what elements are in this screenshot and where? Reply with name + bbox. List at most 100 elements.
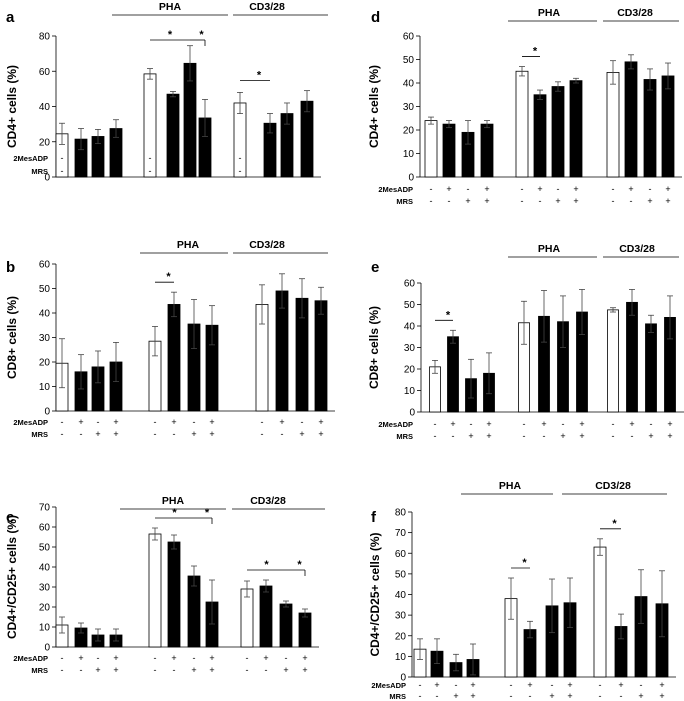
y-tick-label: 70 [39,503,51,514]
sign-mrs: + [648,431,653,441]
sign-2mesadp: + [202,153,207,163]
y-tick-label: 50 [403,55,415,66]
bar-cd3-28-2 [643,79,657,178]
panel-label-b: b [6,259,15,276]
sign-2mesadp: - [286,153,289,163]
y-tick-label: 60 [403,32,415,43]
y-tick-label: 0 [44,643,50,654]
sign-2mesadp: + [171,653,176,663]
sign-2mesadp: - [61,153,64,163]
bar-cd3-28-1 [259,585,273,648]
bar-cd3-28-1 [626,301,638,413]
sign-2mesadp: + [279,417,284,427]
sign-mrs: + [567,691,572,701]
sign-mrs: + [113,166,118,176]
sign-mrs: + [560,431,565,441]
sign-2mesadp: - [193,417,196,427]
sign-mrs: + [453,691,458,701]
sign-mrs: + [659,691,664,701]
y-axis-title: CD8+ cells (%) [367,306,381,389]
sign-mrs: + [647,196,652,206]
panel-d: d CD4+ cells (%) 0 10 20 30 40 50 60 2MesADP MRS - -… [367,7,682,206]
sign-mrs: - [261,429,264,439]
sign-mrs: + [304,166,309,176]
sign-2mesadp: + [628,184,633,194]
bar-pha-1 [166,93,180,178]
sign-mrs: - [173,429,176,439]
sign-2mesadp: - [61,653,64,663]
sign-mrs: + [299,429,304,439]
y-tick-label: 30 [403,102,415,113]
sign-2mesadp: - [193,653,196,663]
row-label-mrs: MRS [389,692,406,701]
y-tick-label: 30 [39,583,51,594]
y-tick-label: 40 [39,563,51,574]
bar-cd3-28-0 [607,309,619,413]
sign-mrs: + [187,166,192,176]
sign-2mesadp: - [640,680,643,690]
significance-star: * [205,507,210,519]
y-tick-label: 80 [395,508,407,519]
significance-star: * [264,559,269,571]
sign-2mesadp: + [573,184,578,194]
sign-2mesadp: - [149,153,152,163]
y-tick-label: 0 [44,407,50,418]
y-tick-label: 60 [39,67,51,78]
sign-mrs: - [80,429,83,439]
significance-star: * [168,29,173,41]
y-axis-title: CD4+/CD25+ cells (%) [368,532,382,656]
sign-2mesadp: + [527,680,532,690]
bar-cd3-28-3 [298,612,312,648]
sign-mrs: + [638,691,643,701]
sign-mrs: - [239,166,242,176]
sign-2mesadp: + [78,417,83,427]
sign-mrs: - [246,665,249,675]
sign-2mesadp: + [667,419,672,429]
sign-2mesadp: - [301,417,304,427]
sign-mrs: - [630,196,633,206]
sign-mrs: - [269,166,272,176]
sign-2mesadp: - [562,419,565,429]
y-tick-label: 0 [408,173,414,184]
sign-mrs: - [529,691,532,701]
sign-2mesadp: - [61,417,64,427]
panel-label-d: d [371,9,380,26]
row-label-mrs: MRS [31,430,48,439]
sign-2mesadp: + [450,419,455,429]
sign-2mesadp: + [434,680,439,690]
row-label-2mesadp: 2MesADP [13,654,48,663]
bar-control-0 [424,120,438,178]
y-tick-label: 70 [395,528,407,539]
significance-star: * [297,559,302,571]
sign-2mesadp: - [551,680,554,690]
bar-control-1 [447,336,459,413]
panel-f: f CD4+/CD25+ cells (%) 0 10 20 30 40 50 60 70 80 2M… [368,480,676,701]
sign-2mesadp: + [486,419,491,429]
y-axis-title: CD4+ cells (%) [367,65,381,148]
y-tick-label: 40 [39,102,51,113]
bar-pha-2 [187,575,201,648]
y-tick-label: 50 [404,300,416,311]
sign-2mesadp: + [579,419,584,429]
group-title-cd3-28: CD3/28 [617,7,653,19]
sign-mrs: - [61,166,64,176]
bar-pha-0 [148,533,162,648]
sign-mrs: - [612,196,615,206]
group-title-pha: PHA [499,480,522,492]
sign-2mesadp: - [455,680,458,690]
sign-2mesadp: - [97,153,100,163]
sign-mrs: - [80,665,83,675]
sign-2mesadp: + [618,680,623,690]
y-tick-label: 30 [404,343,416,354]
sign-2mesadp: - [557,184,560,194]
sign-mrs: + [95,665,100,675]
group-title-pha: PHA [538,7,561,19]
sign-2mesadp: + [78,653,83,663]
bar-cd3-28-0 [240,588,254,648]
bar-cd3-28-1 [624,61,638,178]
group-title-cd3-28: CD3/28 [619,243,655,255]
group-title-cd3-28: CD3/28 [250,495,286,507]
sign-mrs: + [302,665,307,675]
sign-2mesadp: + [567,680,572,690]
